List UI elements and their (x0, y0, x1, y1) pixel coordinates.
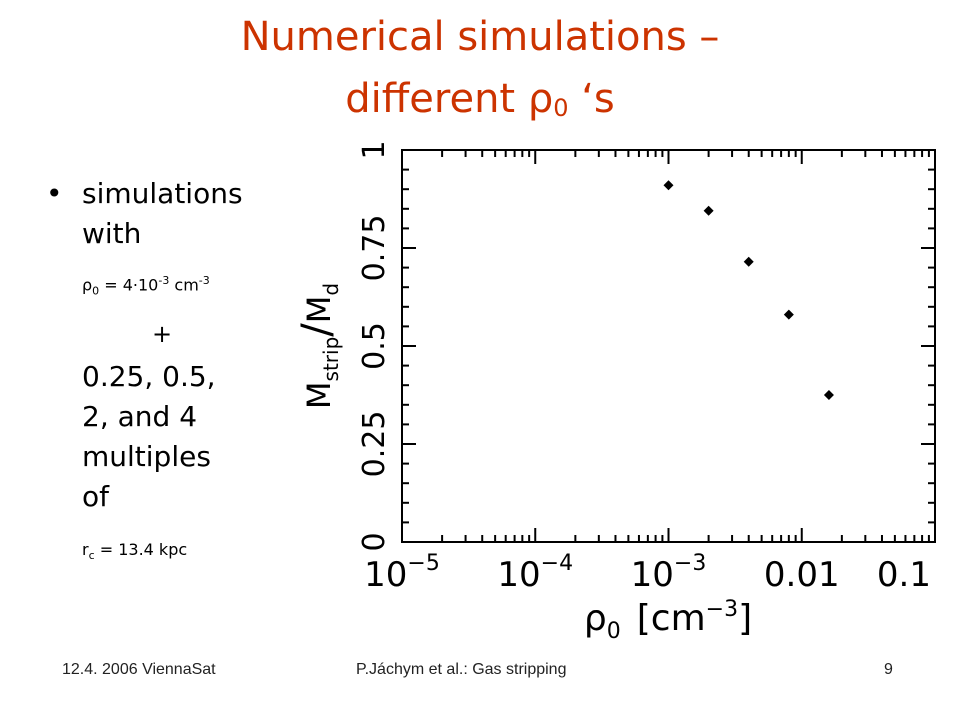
y-axis-label-denominator: M (300, 296, 338, 324)
rc-subscript: c (88, 548, 95, 562)
data-point (743, 256, 754, 267)
data-points (663, 180, 834, 400)
data-point (823, 390, 834, 400)
multiples-line-4: of (82, 479, 109, 513)
x-tick-label: 10−4 (497, 551, 573, 595)
y-axis-label-slash: / (294, 323, 340, 337)
y-axis-label: Mstrip/Md (294, 283, 343, 409)
plot-frame (401, 149, 936, 543)
y-axis-label-numerator: M (300, 381, 338, 409)
title-line-2-end: ‘s (568, 76, 615, 122)
bullet-marker: • (46, 177, 63, 210)
bullet-line-2: with (82, 217, 142, 250)
y-tick-label: 0 (357, 532, 392, 551)
x-axis-label-unit-exponent: −3 (706, 597, 738, 622)
x-tick-label-base: 0.01 (764, 555, 840, 595)
title-line-2-text: different ρ (345, 76, 554, 122)
rho-unit: cm (169, 275, 199, 295)
x-axis-label-close: ] (738, 598, 752, 639)
multiples-line-1: 0.25, 0.5, (82, 359, 216, 393)
y-axis-label-numerator-sub: strip (319, 337, 343, 382)
multiples-line-2: 2, and 4 (82, 399, 198, 433)
multiples-text: 0.25, 0.5, 2, and 4 multiples of (46, 357, 286, 517)
x-tick-label-exponent: −4 (541, 551, 573, 576)
data-point (663, 180, 674, 191)
y-tick-label: 0.75 (357, 215, 392, 282)
data-point (783, 309, 794, 320)
rho-symbol: ρ (82, 275, 93, 295)
bullet-list: • simulations with ρ0 = 4·10-3 cm-3 + 0.… (46, 174, 286, 567)
x-axis-label-symbol: ρ (584, 598, 607, 639)
x-axis-label: ρ0 [cm−3] (584, 597, 752, 644)
x-tick-label-base: 10 (364, 555, 407, 595)
rho-unit-exponent: -3 (198, 274, 210, 287)
slide-title: Numerical simulations – different ρ0 ‘s (60, 6, 900, 139)
y-axis-label-denominator-sub: d (319, 283, 343, 296)
x-tick-label-base: 0.1 (877, 555, 931, 595)
x-tick-label-exponent: −3 (674, 551, 706, 576)
footer-page-number: 9 (884, 661, 893, 678)
multiples-line-3: multiples (82, 439, 211, 473)
x-axis-label-unit: [cm (637, 598, 706, 639)
bullet-line-1: simulations (82, 177, 243, 210)
plus-sign: + (152, 319, 173, 348)
rho-exponent: -3 (158, 274, 170, 287)
rho-equals: = 4·10 (99, 275, 159, 295)
x-tick-label: 0.1 (877, 555, 931, 595)
y-tick-label: 0.5 (357, 322, 392, 370)
footer-date: 12.4. 2006 ViennaSat (62, 661, 216, 678)
x-tick-label: 10−3 (631, 551, 707, 595)
y-tick-label: 1 (357, 140, 392, 159)
x-tick-label: 0.01 (764, 555, 840, 595)
bullet-item: • simulations with (46, 174, 286, 254)
rc-symbol: r (82, 539, 89, 559)
x-tick-labels: 10−5 10−4 10−3 0.01 0.1 (364, 551, 931, 595)
x-tick-label-exponent: −5 (407, 551, 439, 576)
footer-author: P.Jáchym et al.: Gas stripping (356, 661, 567, 678)
x-tick-label: 10−5 (364, 551, 440, 595)
y-ticks (402, 149, 935, 543)
y-tick-labels: 0 0.25 0.5 0.75 1 (357, 140, 392, 551)
rho-definition: ρ0 = 4·10-3 cm-3 (46, 270, 286, 303)
title-line-1: Numerical simulations – (240, 14, 720, 60)
x-tick-label-base: 10 (631, 555, 674, 595)
rc-value: = 13.4 kpc (94, 539, 188, 559)
title-line-2: different ρ0 ‘s (60, 68, 900, 139)
x-ticks (401, 150, 930, 542)
scatter-chart: 10−5 10−4 10−3 0.01 0.1 00.250.50.751 ρ0 [cm−… (294, 140, 936, 644)
data-point (703, 205, 714, 216)
x-axis-label-subscript: 0 (607, 619, 621, 644)
y-tick-label: 0.25 (357, 411, 392, 478)
rc-definition: rc = 13.4 kpc (46, 539, 286, 567)
x-tick-label-base: 10 (497, 555, 540, 595)
rho-subscript: 0 (92, 284, 100, 298)
title-rho-subscript: 0 (553, 94, 569, 122)
